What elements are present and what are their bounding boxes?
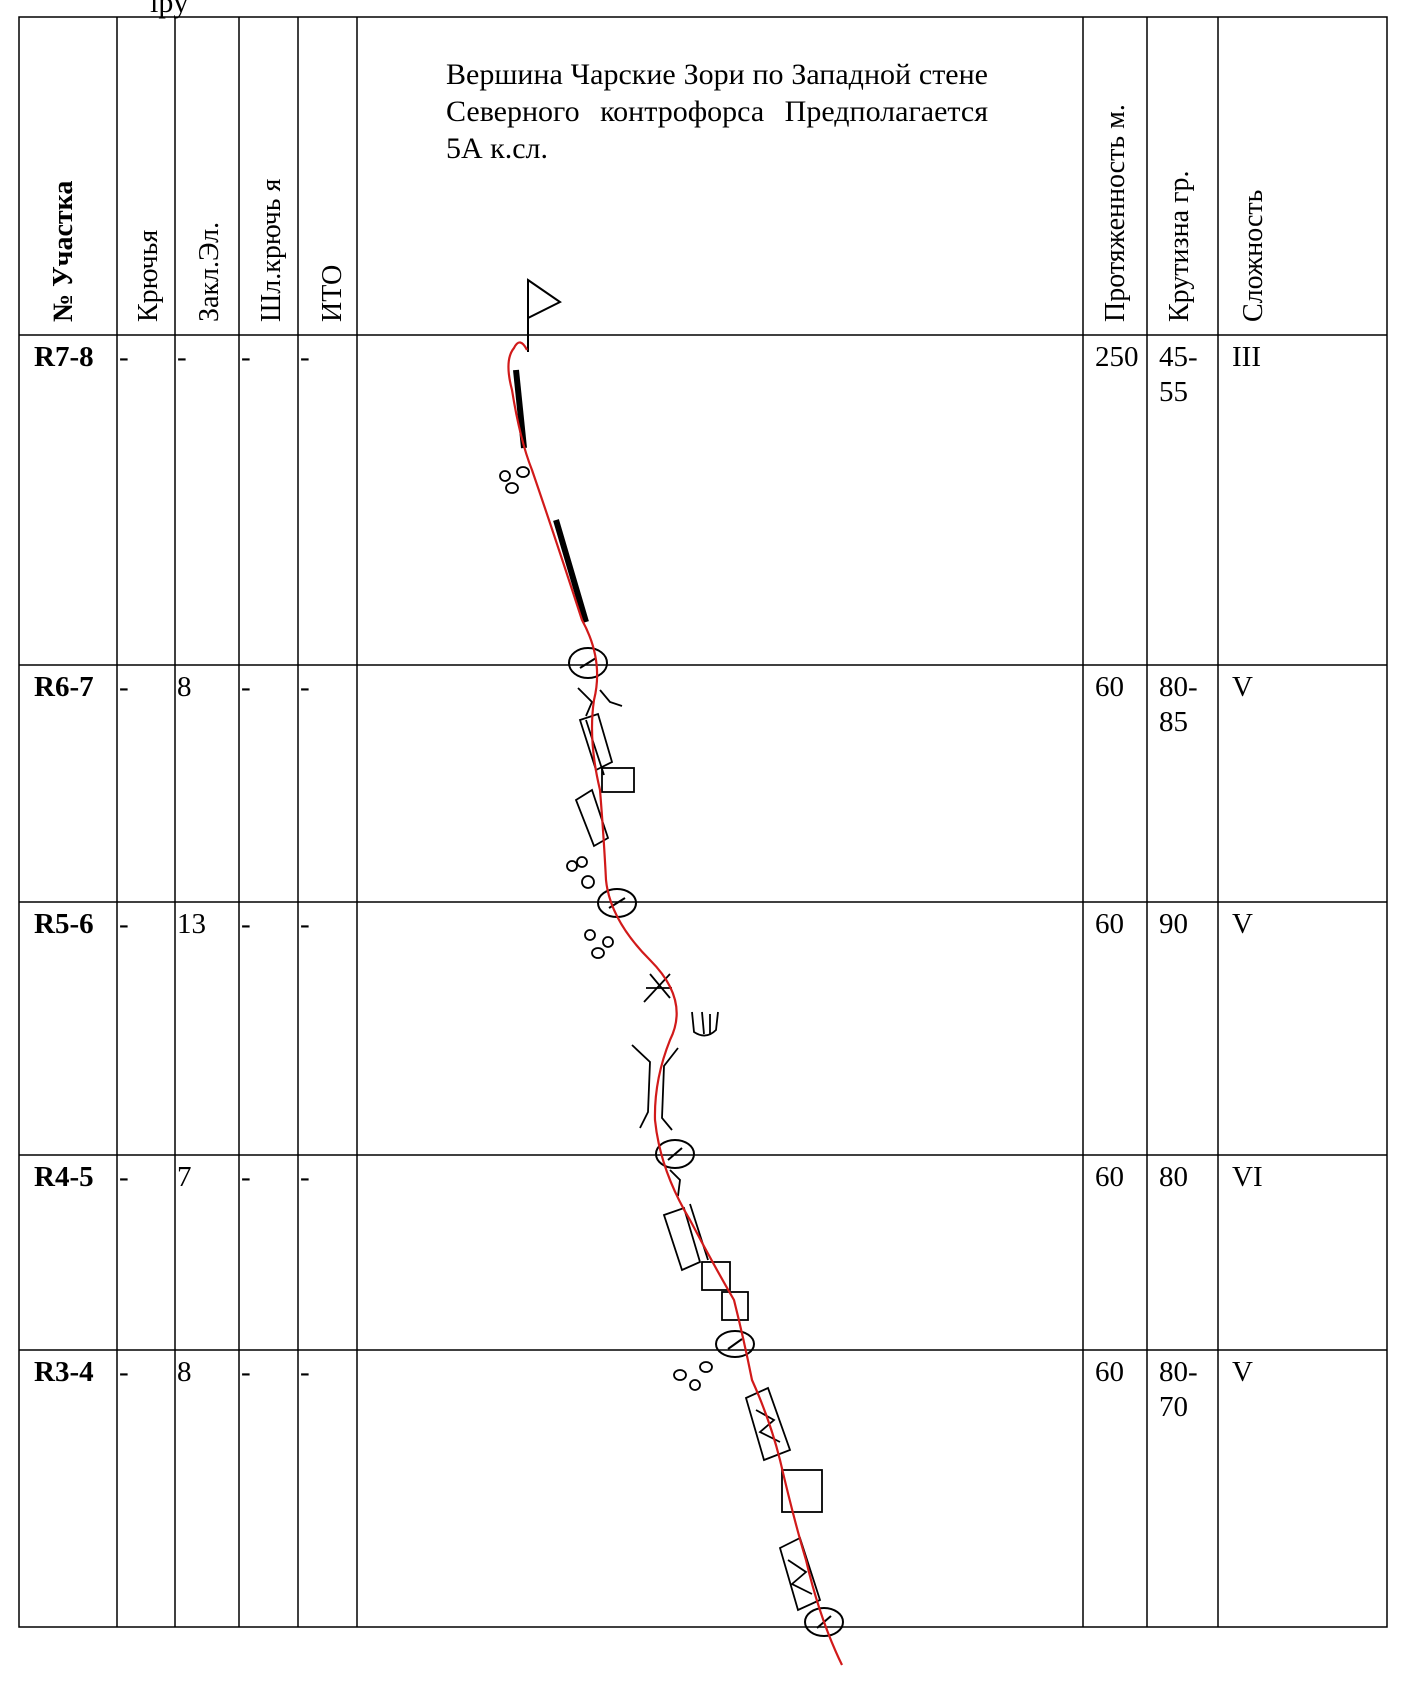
cell-pitons: - [119,908,129,940]
cell-pitons: - [119,1356,129,1388]
cell-steepness: 90 [1159,908,1188,940]
cell-bolts: - [241,1356,251,1388]
cell-length: 60 [1095,908,1124,940]
cell-aid: - [300,341,310,373]
cell-chocks: 8 [177,671,192,703]
cell-steepness: 80- 70 [1159,1356,1198,1423]
cell-section: R3-4 [34,1356,94,1388]
cell-difficulty: V [1232,908,1253,940]
cell-aid: - [300,1356,310,1388]
cell-length: 60 [1095,1356,1124,1388]
cell-steepness: 80 [1159,1161,1188,1193]
cell-pitons: - [119,1161,129,1193]
cell-bolts: - [241,908,251,940]
cell-length: 250 [1095,341,1139,373]
cell-bolts: - [241,671,251,703]
cell-steepness: 80- 85 [1159,671,1198,738]
cell-chocks: 8 [177,1356,192,1388]
cell-length: 60 [1095,671,1124,703]
cell-difficulty: III [1232,341,1261,373]
cell-chocks: 13 [177,908,206,940]
cell-section: R7-8 [34,341,94,373]
table-border [18,16,1388,1628]
cell-bolts: - [241,341,251,373]
cell-section: R6-7 [34,671,94,703]
cell-difficulty: V [1232,671,1253,703]
cell-difficulty: VI [1232,1161,1263,1193]
cell-steepness: 45- 55 [1159,341,1198,408]
cell-difficulty: V [1232,1356,1253,1388]
cell-pitons: - [119,341,129,373]
cell-aid: - [300,1161,310,1193]
belay-station-icon [568,647,844,1637]
cell-section: R4-5 [34,1161,94,1193]
scree-icon [499,466,713,1391]
top-text-fragment: ipy [150,0,189,19]
cell-chocks: - [177,341,187,373]
cell-length: 60 [1095,1161,1124,1193]
cell-aid: - [300,671,310,703]
crack-symbols [574,687,823,1612]
route-title: Вершина Чарские Зори по Западной стене С… [446,58,988,165]
cell-bolts: - [241,1161,251,1193]
summit-flag-icon [527,278,562,352]
route-line [507,341,843,1666]
slab-marks [513,369,589,623]
cell-aid: - [300,908,310,940]
cell-chocks: 7 [177,1161,192,1193]
cell-pitons: - [119,671,129,703]
cell-section: R5-6 [34,908,94,940]
